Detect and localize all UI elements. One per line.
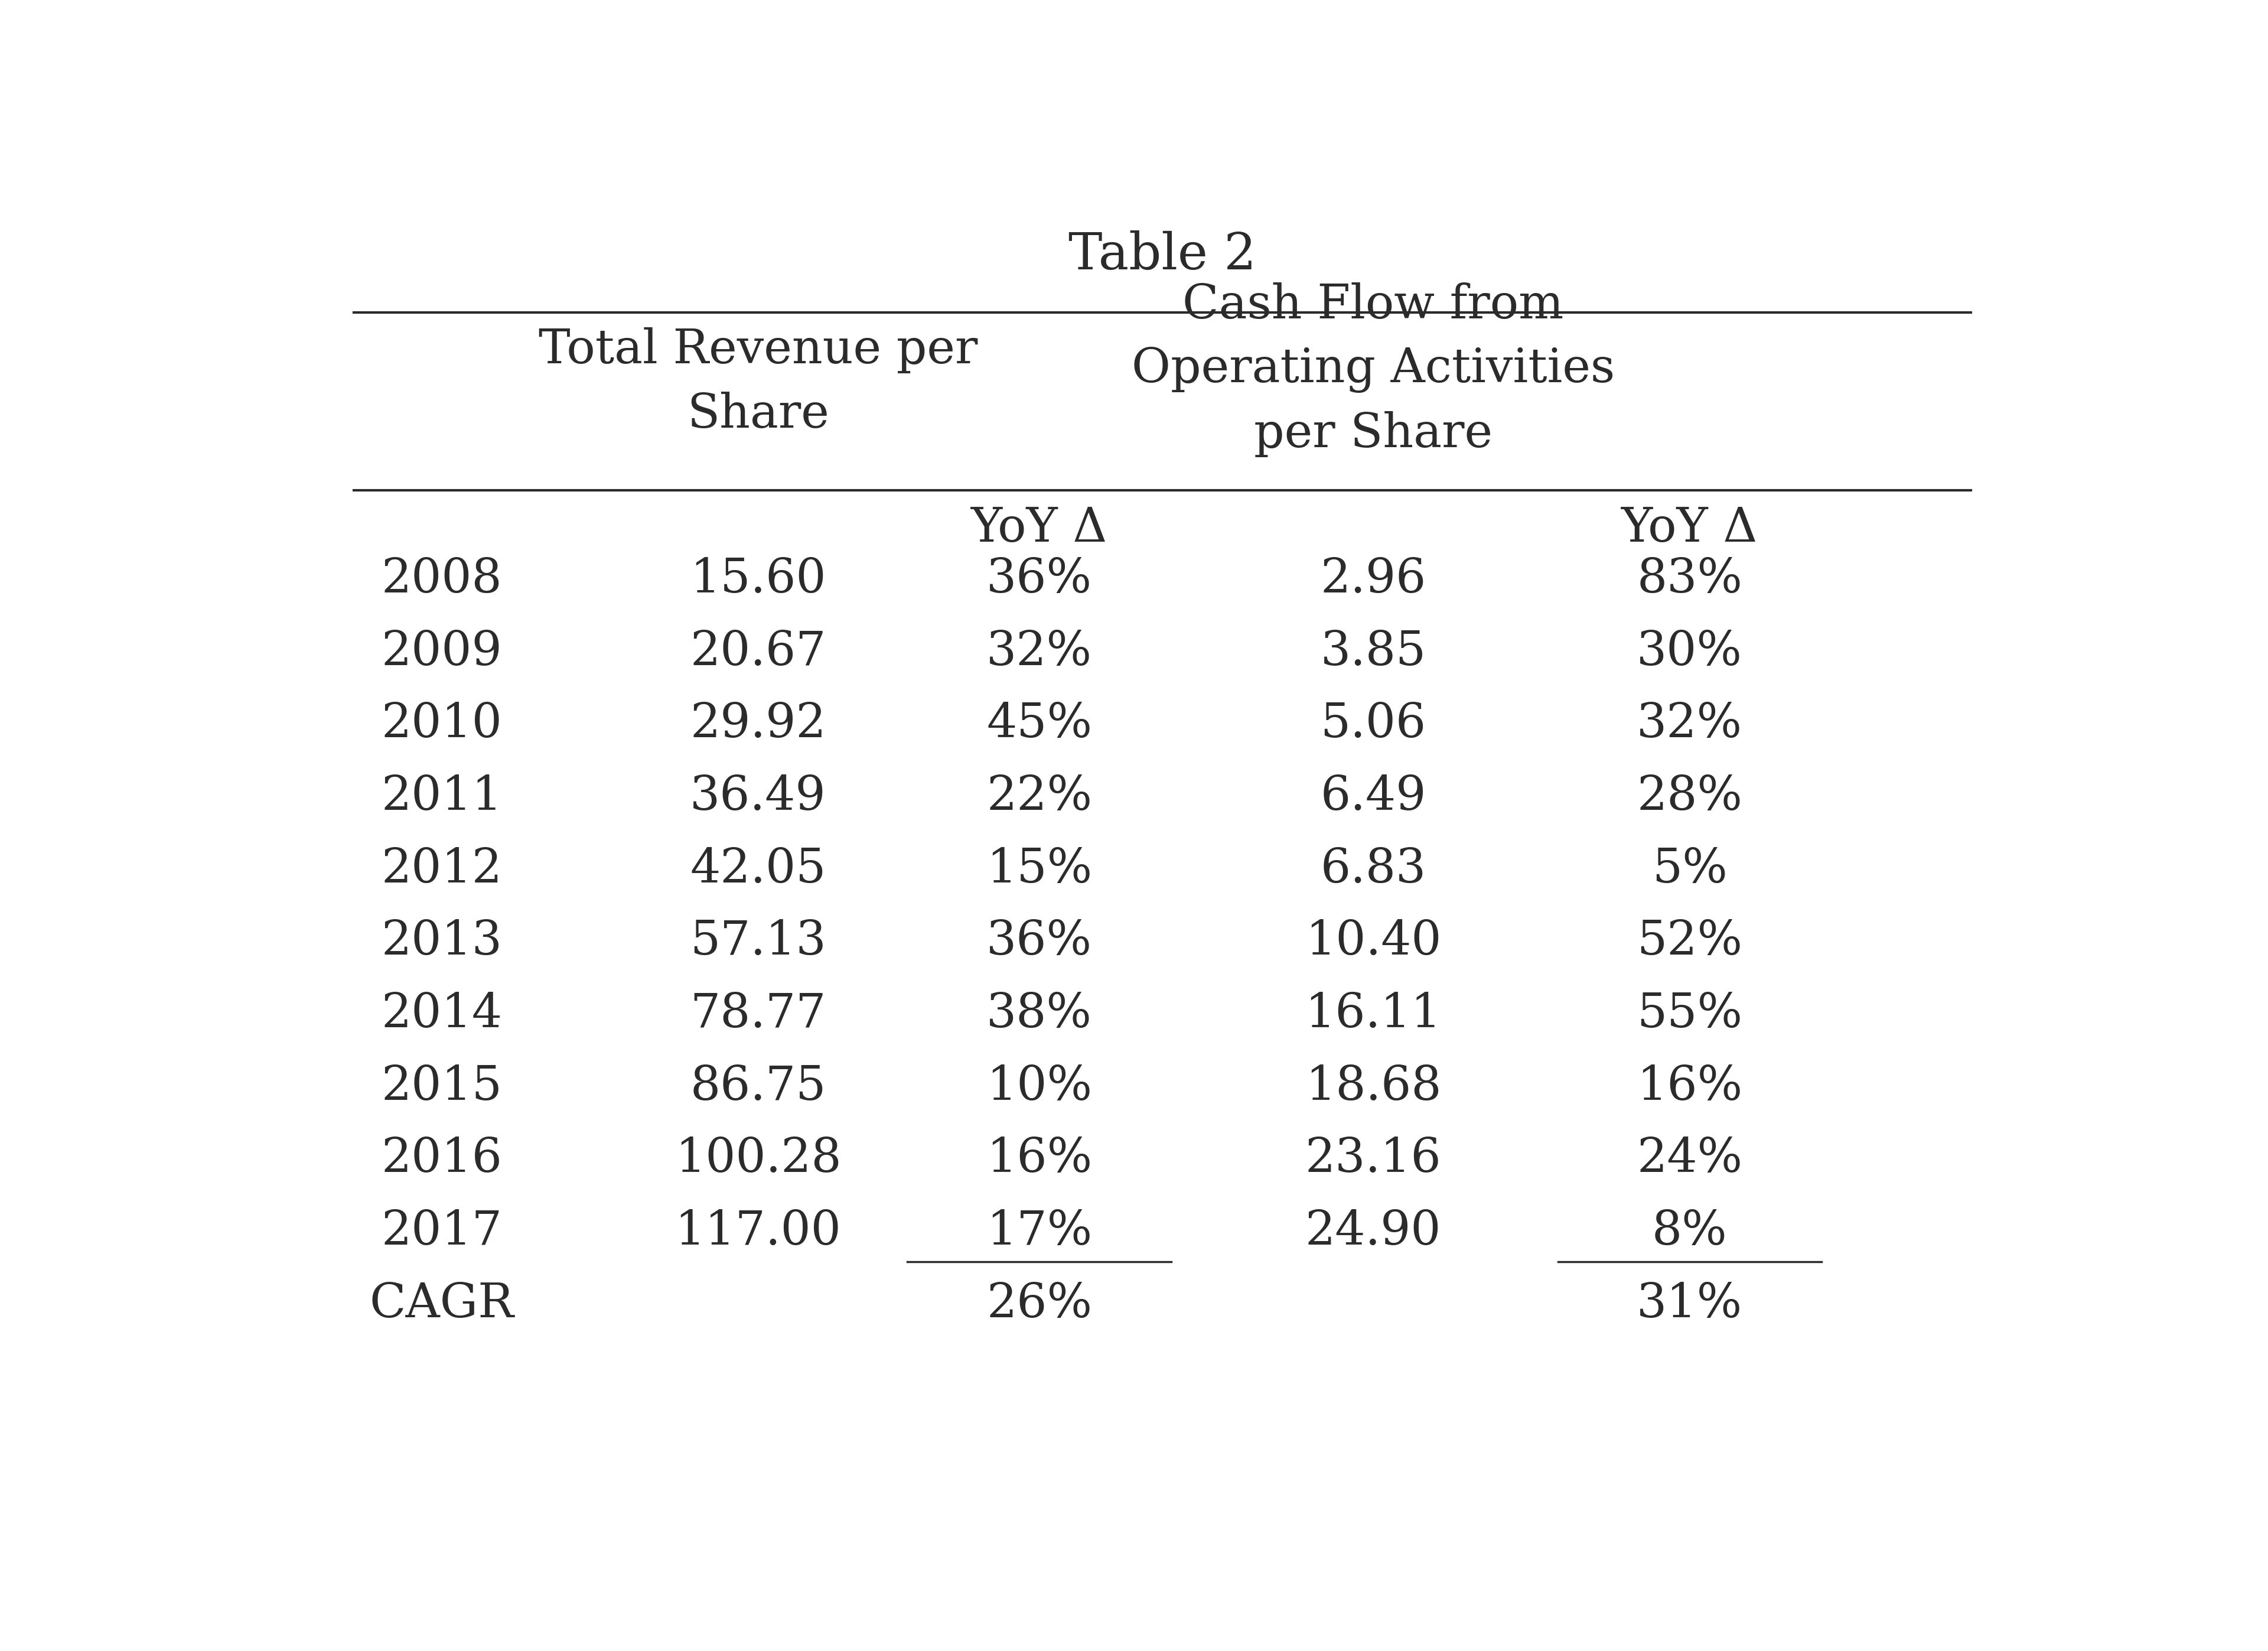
Text: 117.00: 117.00 [676,1209,841,1255]
Text: 32%: 32% [987,629,1093,675]
Text: 52%: 52% [1637,918,1742,964]
Text: 2009: 2009 [381,629,501,675]
Text: 2014: 2014 [381,991,501,1037]
Text: 2012: 2012 [381,847,501,893]
Text: 17%: 17% [987,1209,1093,1255]
Text: 2017: 2017 [381,1209,501,1255]
Text: 20.67: 20.67 [689,629,826,675]
Text: 28%: 28% [1637,774,1742,821]
Text: 24%: 24% [1637,1136,1742,1182]
Text: 3.85: 3.85 [1320,629,1427,675]
Text: Total Revenue per
Share: Total Revenue per Share [538,327,978,438]
Text: 38%: 38% [987,991,1093,1037]
Text: 2015: 2015 [381,1063,501,1109]
Text: YoY Δ: YoY Δ [1622,505,1758,551]
Text: 100.28: 100.28 [676,1136,841,1182]
Text: Cash Flow from
Operating Activities
per Share: Cash Flow from Operating Activities per … [1132,282,1615,457]
Text: 2016: 2016 [381,1136,501,1182]
Text: 2013: 2013 [381,918,501,964]
Text: 6.49: 6.49 [1320,774,1427,821]
Text: 15%: 15% [987,847,1093,893]
Text: 8%: 8% [1651,1209,1728,1255]
Text: 10%: 10% [987,1063,1093,1109]
Text: 45%: 45% [987,702,1093,748]
Text: 29.92: 29.92 [689,702,826,748]
Text: 22%: 22% [987,774,1093,821]
Text: 5.06: 5.06 [1320,702,1427,748]
Text: 57.13: 57.13 [689,918,826,964]
Text: 36.49: 36.49 [689,774,826,821]
Text: 6.83: 6.83 [1320,847,1427,893]
Text: 32%: 32% [1637,702,1742,748]
Text: 83%: 83% [1637,556,1742,603]
Text: 36%: 36% [987,918,1093,964]
Text: 2.96: 2.96 [1320,556,1427,603]
Text: 18.68: 18.68 [1304,1063,1442,1109]
Text: 30%: 30% [1637,629,1742,675]
Text: 23.16: 23.16 [1304,1136,1442,1182]
Text: 55%: 55% [1637,991,1742,1037]
Text: 86.75: 86.75 [689,1063,826,1109]
Text: YoY Δ: YoY Δ [971,505,1107,551]
Text: 42.05: 42.05 [689,847,826,893]
Text: 5%: 5% [1651,847,1728,893]
Text: 2010: 2010 [381,702,501,748]
Text: 24.90: 24.90 [1304,1209,1442,1255]
Text: 16.11: 16.11 [1304,991,1442,1037]
Text: Table 2: Table 2 [1068,231,1256,281]
Text: 26%: 26% [987,1281,1093,1327]
Text: 16%: 16% [987,1136,1093,1182]
Text: 16%: 16% [1637,1063,1742,1109]
Text: CAGR: CAGR [370,1281,515,1327]
Text: 36%: 36% [987,556,1093,603]
Text: 2011: 2011 [381,774,501,821]
Text: 78.77: 78.77 [689,991,826,1037]
Text: 31%: 31% [1637,1281,1742,1327]
Text: 2008: 2008 [381,556,501,603]
Text: 15.60: 15.60 [689,556,826,603]
Text: 10.40: 10.40 [1304,918,1442,964]
